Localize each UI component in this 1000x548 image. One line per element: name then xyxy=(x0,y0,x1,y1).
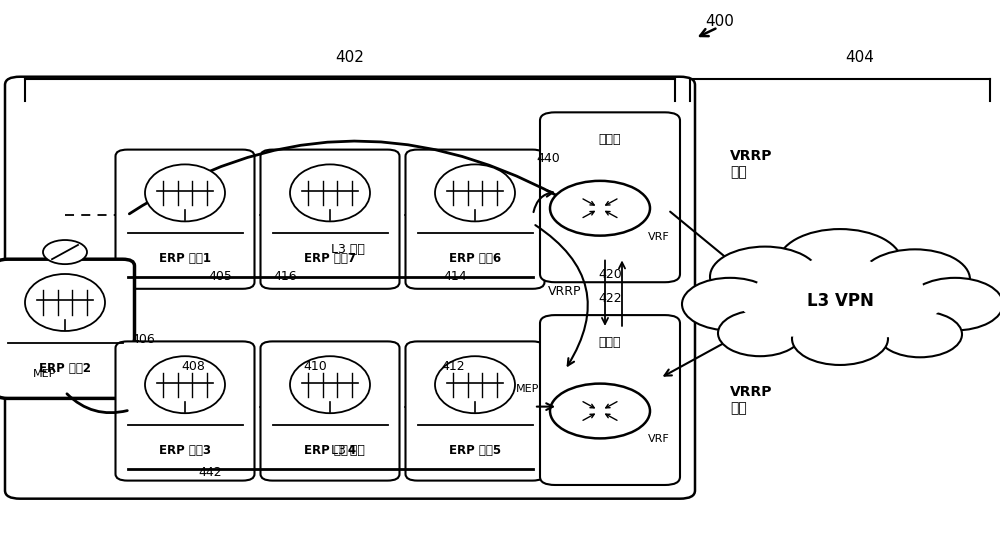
Text: ERP 节点6: ERP 节点6 xyxy=(449,252,501,265)
Text: 405: 405 xyxy=(208,270,232,283)
Text: ERP 节点7: ERP 节点7 xyxy=(304,252,356,265)
Text: 404: 404 xyxy=(846,50,874,65)
FancyBboxPatch shape xyxy=(260,341,400,481)
Circle shape xyxy=(875,284,943,322)
Text: 406: 406 xyxy=(131,333,155,346)
Text: VRRP
主控: VRRP 主控 xyxy=(730,385,772,415)
Ellipse shape xyxy=(290,356,370,413)
Text: 402: 402 xyxy=(336,50,364,65)
Text: 400: 400 xyxy=(706,14,734,30)
Text: ERP 节点5: ERP 节点5 xyxy=(449,444,501,457)
Circle shape xyxy=(682,278,778,330)
FancyBboxPatch shape xyxy=(116,341,254,481)
Circle shape xyxy=(718,310,802,356)
Text: ERP 节点1: ERP 节点1 xyxy=(159,252,211,265)
Text: 422: 422 xyxy=(598,292,622,305)
Text: 408: 408 xyxy=(181,359,205,373)
Circle shape xyxy=(859,305,917,337)
Text: ERP 节点4: ERP 节点4 xyxy=(304,444,356,457)
Ellipse shape xyxy=(435,164,515,221)
Circle shape xyxy=(756,265,833,308)
Ellipse shape xyxy=(435,356,515,413)
Circle shape xyxy=(792,312,888,365)
Text: L3 业务: L3 业务 xyxy=(331,444,365,457)
FancyArrowPatch shape xyxy=(535,225,588,366)
FancyBboxPatch shape xyxy=(540,112,680,282)
FancyBboxPatch shape xyxy=(406,341,544,481)
Circle shape xyxy=(710,247,820,307)
Text: 440: 440 xyxy=(536,152,560,165)
Text: 412: 412 xyxy=(441,359,465,373)
FancyBboxPatch shape xyxy=(260,150,400,289)
Text: MEP: MEP xyxy=(516,384,539,394)
FancyBboxPatch shape xyxy=(540,315,680,485)
FancyArrowPatch shape xyxy=(129,141,558,214)
Text: VRF: VRF xyxy=(648,232,670,242)
Text: ERP 节点3: ERP 节点3 xyxy=(159,444,211,457)
Text: 410: 410 xyxy=(303,359,327,373)
FancyArrowPatch shape xyxy=(534,190,553,212)
Circle shape xyxy=(763,304,821,336)
Text: L3 VPN: L3 VPN xyxy=(807,293,873,310)
Circle shape xyxy=(550,384,650,438)
Circle shape xyxy=(860,249,970,310)
Text: 442: 442 xyxy=(198,466,222,479)
Text: VRF: VRF xyxy=(648,435,670,444)
Text: L3 业务: L3 业务 xyxy=(331,243,365,256)
Circle shape xyxy=(778,229,902,297)
Ellipse shape xyxy=(145,356,225,413)
Text: 414: 414 xyxy=(443,270,467,283)
Circle shape xyxy=(43,240,87,264)
FancyArrowPatch shape xyxy=(537,403,553,410)
FancyBboxPatch shape xyxy=(406,150,544,289)
Text: 420: 420 xyxy=(598,267,622,281)
Text: 路由器: 路由器 xyxy=(599,133,621,146)
Circle shape xyxy=(878,311,962,357)
Circle shape xyxy=(806,305,874,342)
Ellipse shape xyxy=(25,274,105,331)
Text: VRRP
从属: VRRP 从属 xyxy=(730,149,772,180)
FancyBboxPatch shape xyxy=(0,259,134,398)
Text: VRRP: VRRP xyxy=(548,285,582,298)
Circle shape xyxy=(846,267,924,309)
FancyArrowPatch shape xyxy=(67,394,127,413)
Circle shape xyxy=(740,284,808,322)
Circle shape xyxy=(797,255,883,302)
Circle shape xyxy=(907,278,1000,330)
FancyBboxPatch shape xyxy=(5,77,695,499)
Text: 路由器: 路由器 xyxy=(599,336,621,349)
Ellipse shape xyxy=(290,164,370,221)
Ellipse shape xyxy=(145,164,225,221)
Circle shape xyxy=(550,181,650,236)
Text: MEP: MEP xyxy=(33,369,56,379)
Text: ERP 节点2: ERP 节点2 xyxy=(39,362,91,375)
Text: 416: 416 xyxy=(273,270,297,283)
Circle shape xyxy=(740,247,940,356)
FancyBboxPatch shape xyxy=(116,150,254,289)
